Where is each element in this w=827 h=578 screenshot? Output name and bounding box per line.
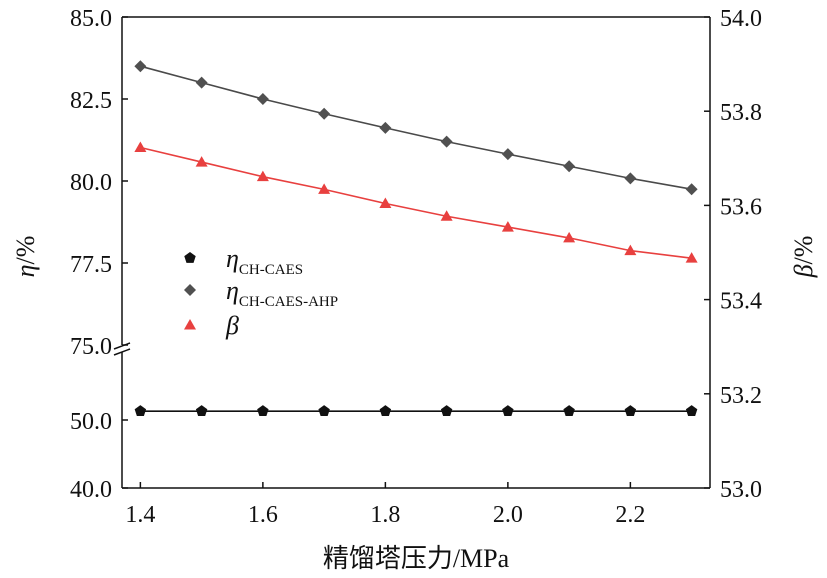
data-point xyxy=(624,405,637,417)
left-y-tick-label: 85.0 xyxy=(70,6,112,32)
legend-symbol: η xyxy=(226,276,239,305)
series-line xyxy=(140,65,692,190)
data-point xyxy=(134,60,147,73)
legend-label: ηCH-CAES-AHP xyxy=(226,276,338,310)
data-point xyxy=(685,183,698,196)
x-tick-label: 1.6 xyxy=(248,502,278,528)
data-point xyxy=(563,160,576,173)
left-y-tick-label: 75.0 xyxy=(70,334,112,360)
data-point xyxy=(624,172,637,185)
right-y-tick-label: 54.0 xyxy=(720,6,762,32)
legend-subscript: CH-CAES-AHP xyxy=(239,294,338,310)
right-axis-title-unit: /% xyxy=(789,236,818,265)
data-point xyxy=(318,405,330,417)
x-tick-label: 2.2 xyxy=(615,502,645,528)
data-point xyxy=(563,231,576,243)
right-axis-title: β/% xyxy=(789,236,818,279)
left-y-tick-label: 40.0 xyxy=(70,477,112,503)
data-point xyxy=(563,405,575,417)
data-point xyxy=(501,221,514,232)
data-point xyxy=(685,252,698,263)
x-tick-label: 1.8 xyxy=(370,502,400,528)
data-point xyxy=(195,156,208,167)
data-point xyxy=(624,244,637,256)
legend-marker xyxy=(184,284,196,296)
axes-layer: 1.4 1.6 1.8 2.0 2.2 75.0 77.5 80.0 82.5 85.0 40.0 5… xyxy=(70,6,762,528)
data-point xyxy=(379,197,392,209)
data-point xyxy=(440,405,453,417)
axis-break-mark-lower xyxy=(113,348,131,356)
right-y-tick-label: 53.4 xyxy=(720,289,762,315)
left-axis-title-unit: /% xyxy=(11,236,40,265)
left-axis-title-symbol: η xyxy=(11,264,40,277)
right-y-tick-label: 53.6 xyxy=(720,194,762,220)
data-point xyxy=(501,148,514,161)
left-y-tick-label: 80.0 xyxy=(70,170,112,196)
legend-marker xyxy=(184,252,196,263)
left-axis-title: η/% xyxy=(11,236,40,278)
data-point xyxy=(318,107,331,120)
right-y-tick-label: 53.2 xyxy=(720,383,762,409)
data-point xyxy=(379,121,392,134)
data-point xyxy=(134,141,147,152)
data-point xyxy=(379,405,392,417)
series-line xyxy=(140,146,692,259)
right-y-tick-label: 53.8 xyxy=(720,100,762,126)
x-tick-label: 1.4 xyxy=(125,502,155,528)
data-point xyxy=(256,93,269,105)
data-point xyxy=(318,183,331,194)
left-y-tick-label: 82.5 xyxy=(70,88,112,114)
x-axis-title: 精馏塔压力/MPa xyxy=(323,544,510,573)
left-y-tick-label: 77.5 xyxy=(70,252,112,278)
data-point xyxy=(685,405,698,417)
legend-symbol: η xyxy=(226,244,239,273)
series-2 xyxy=(134,141,698,263)
data-point xyxy=(256,170,269,182)
series-1 xyxy=(134,60,698,196)
data-point xyxy=(134,405,147,417)
data-point xyxy=(195,405,208,417)
right-y-tick-label: 53.0 xyxy=(720,477,762,503)
right-axis-title-symbol: β xyxy=(789,264,818,278)
series-0 xyxy=(134,405,698,417)
data-point xyxy=(257,405,269,417)
data-point xyxy=(440,210,453,221)
series-layer xyxy=(134,60,698,417)
plot-frame xyxy=(113,16,711,489)
left-y-tick-label: 50.0 xyxy=(70,409,112,435)
legend-subscript: CH-CAES xyxy=(239,262,303,278)
x-tick-label: 2.0 xyxy=(493,502,523,528)
data-point xyxy=(195,76,208,89)
legend-label: ηCH-CAES xyxy=(226,244,303,278)
axis-break-mark-upper xyxy=(113,342,131,350)
data-point xyxy=(440,135,453,148)
legend-marker xyxy=(184,319,196,330)
legend-symbol: β xyxy=(225,311,239,340)
data-point xyxy=(502,405,514,417)
legend-label: β xyxy=(225,311,239,340)
